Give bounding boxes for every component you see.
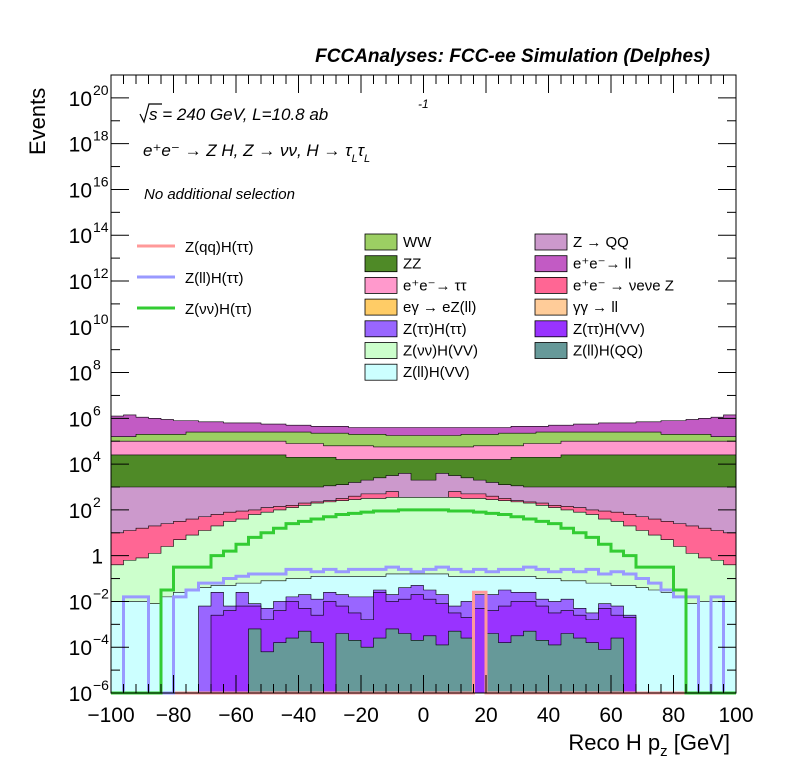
- chart-title: FCCAnalyses: FCC-ee Simulation (Delphes): [315, 46, 710, 67]
- legend-label: WW: [403, 234, 432, 251]
- legend-label: Z(ll)H(VV): [403, 364, 470, 381]
- legend-label: Z → QQ: [573, 234, 629, 251]
- signal-line-z-h-: [111, 508, 736, 695]
- y-tick-exponent: 6: [93, 402, 101, 418]
- stacked-histograms: [110, 414, 737, 694]
- legend-swatch: [534, 276, 568, 294]
- y-tick-label: 10: [69, 134, 92, 157]
- svg-text:s = 240 GeV, L=10.8 ab: s = 240 GeV, L=10.8 ab: [149, 105, 328, 124]
- legend-label: Z(qq)H(ττ): [185, 239, 254, 256]
- x-tick-label: −40: [281, 704, 317, 727]
- legend-swatch: [364, 233, 398, 251]
- legend-swatch: [534, 298, 568, 316]
- y-tick-exponent: 14: [93, 219, 109, 235]
- svg-text:e⁺e⁻ → Z H, Z → νν, H → τLτL: e⁺e⁻ → Z H, Z → νν, H → τLτL: [143, 141, 370, 165]
- legend-label: γγ → ll: [573, 299, 618, 316]
- y-tick-label: 10: [69, 363, 92, 386]
- y-tick-exponent: 16: [93, 173, 109, 189]
- annotation-selection: No additional selection: [144, 186, 295, 203]
- y-tick-exponent: −6: [93, 677, 109, 693]
- y-tick-label: 10: [69, 179, 92, 202]
- y-tick-exponent: 20: [93, 82, 109, 98]
- legend-label: ZZ: [403, 256, 421, 273]
- x-tick-label: 100: [718, 704, 753, 727]
- y-tick-label: 10: [69, 225, 92, 248]
- x-tick-label: −80: [156, 704, 192, 727]
- y-tick-label: 10: [69, 408, 92, 431]
- x-tick-label: 80: [662, 704, 685, 727]
- y-tick-exponent: 8: [93, 357, 101, 373]
- y-axis-label: Events: [25, 88, 50, 155]
- x-tick-label: −100: [87, 704, 134, 727]
- legend-label: Z(ll)H(ττ): [185, 270, 244, 287]
- y-tick-exponent: 12: [93, 265, 109, 281]
- legend-label: e⁺e⁻ → νeνe Z: [573, 277, 674, 294]
- y-tick-exponent: −2: [93, 585, 109, 601]
- y-tick-label: 10: [69, 317, 92, 340]
- legend-label: e⁺e⁻→ ττ: [403, 277, 467, 294]
- x-tick-label: −20: [343, 704, 379, 727]
- legend-label: Z(ττ)H(VV): [573, 321, 645, 338]
- legend-swatch: [364, 342, 398, 359]
- y-tick-exponent: 10: [93, 311, 109, 327]
- legend-swatch: [364, 363, 398, 381]
- y-tick-label: 10: [69, 683, 92, 706]
- y-tick-exponent: −4: [93, 631, 109, 647]
- x-tick-label: 0: [418, 704, 430, 727]
- x-tick-label: 60: [599, 704, 622, 727]
- y-tick-exponent: 4: [93, 448, 101, 464]
- x-tick-label: 40: [537, 704, 560, 727]
- x-tick-label: −60: [218, 704, 254, 727]
- y-tick-exponent: 18: [93, 128, 109, 144]
- signal-line-z-ll-h-: [111, 565, 736, 695]
- y-tick-label: 10: [69, 454, 92, 477]
- y-tick-label: 10: [69, 88, 92, 111]
- legend-swatch: [364, 320, 398, 338]
- legend-label: e⁺e⁻→ ll: [573, 256, 631, 273]
- legend-label: Z(νν)H(ττ): [185, 301, 252, 318]
- legend-label: Z(ll)H(QQ): [573, 343, 643, 360]
- legend-swatch: [364, 276, 398, 294]
- y-tick-label: 10: [69, 637, 92, 660]
- histogram-z-ll-h-qq-: [111, 628, 736, 694]
- annotation-energy: s = 240 GeV, L=10.8 ab -1: [139, 97, 429, 124]
- y-tick-exponent: 2: [93, 494, 101, 510]
- x-axis-label: Reco H pz [GeV]: [568, 730, 730, 760]
- legend: Z(qq)H(ττ) Z(ll)H(ττ) Z(νν)H(ττ) WW ZZ e⁺e⁻→ …: [137, 233, 674, 381]
- legend-label: Z(ττ)H(ττ): [403, 321, 467, 338]
- legend-label: eγ → eZ(ll): [403, 299, 476, 316]
- svg-text:-1: -1: [418, 97, 429, 111]
- legend-swatch: [364, 255, 398, 273]
- legend-label: Z(νν)H(VV): [403, 343, 478, 360]
- legend-swatch: [534, 233, 568, 251]
- legend-swatch: [534, 342, 568, 359]
- y-tick-label: 10: [69, 591, 92, 614]
- y-tick-label: 10: [69, 500, 92, 523]
- y-tick-label: 1: [91, 546, 103, 569]
- legend-swatch: [534, 255, 568, 273]
- annotation-process: e⁺e⁻ → Z H, Z → νν, H → τLτL: [143, 141, 370, 165]
- y-tick-label: 10: [69, 271, 92, 294]
- x-tick-label: 20: [474, 704, 497, 727]
- legend-swatch: [364, 298, 398, 316]
- axis-ticks: −100 −80 −60 −40 −20 0 20 40 60 80 10010−610−410−2…: [69, 74, 754, 727]
- legend-swatch: [534, 320, 568, 338]
